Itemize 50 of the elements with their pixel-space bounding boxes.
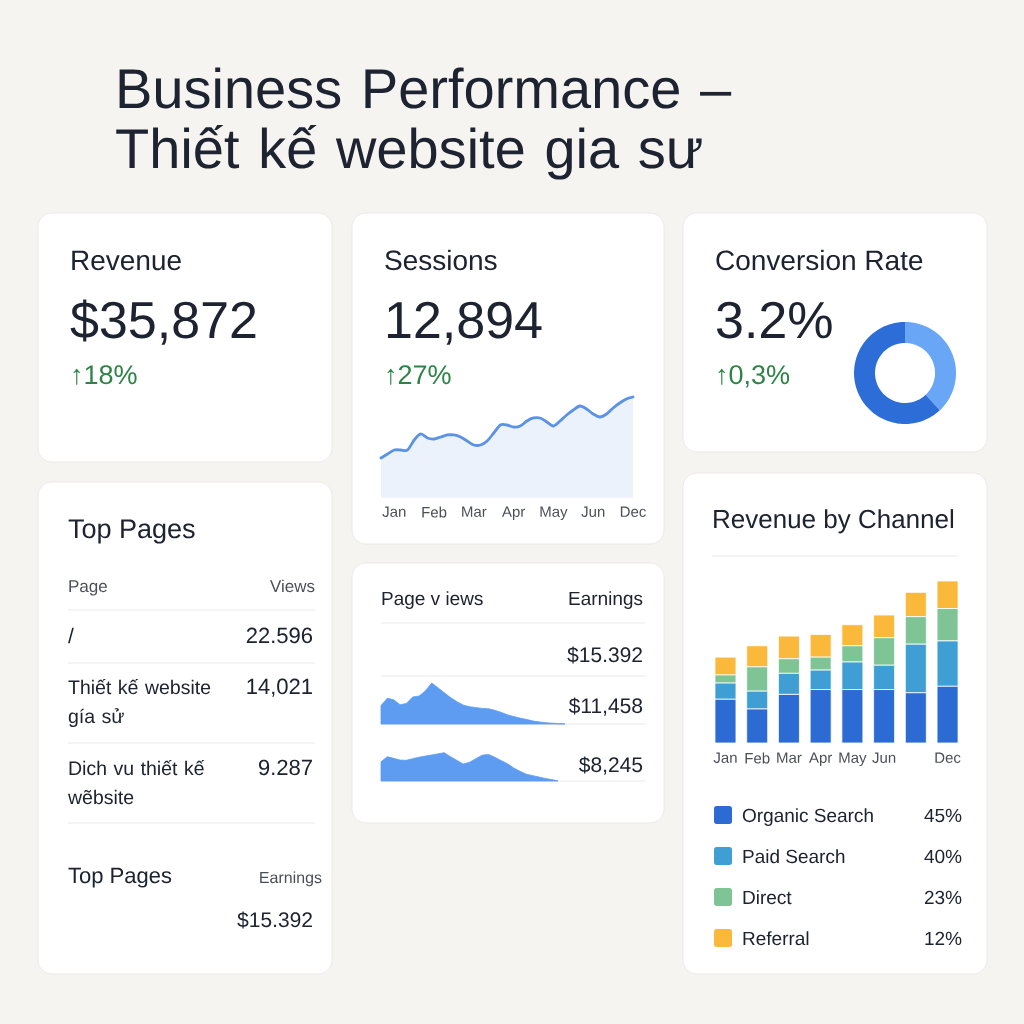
legend-label: Referral [743,931,809,946]
legend-label: Paid Search [743,849,845,864]
text: $35,872 [70,299,256,345]
x-tick-label: Dec [620,506,646,517]
x-tick-label: Dec [935,752,961,763]
text: Business Performance – Thiết kế website gia sư [116,67,732,180]
x-tick-label: Jan [713,752,737,763]
text: Dich vu thiết kế wẽbsite [67,760,205,805]
x-tick-label: Jan [382,506,406,517]
text: 3.2% [716,301,832,339]
text: 12% [925,931,962,946]
text: 45% [924,808,962,823]
text: 12,894 [387,301,542,345]
x-tick-label: Jun [872,752,896,763]
x-tick-label: Mar [777,752,802,763]
text: Page v iews [382,591,483,609]
text: Top Pages [68,867,172,888]
x-tick-label: Apr [502,506,526,520]
x-tick-label: Feb [422,506,447,518]
legend-label: Direct [743,890,792,905]
text: 23% [924,890,962,905]
text: 9.287 [258,759,312,776]
text: $15.392 [567,646,642,664]
text: ↑27% [387,365,451,385]
text: $8,245 [579,756,643,775]
text: 22.596 [246,627,313,644]
x-tick-label: Jun [581,506,605,517]
text: Page [69,580,107,596]
text: ↑18% [73,365,137,385]
x-tick-label: Feb [745,752,770,764]
text: 40% [924,849,962,864]
x-tick-label: May [839,752,867,766]
text: Thiết kế website gía sử [68,679,211,728]
chart-title: Conversion Rate [716,249,923,271]
text: Top Pages [68,519,195,544]
text: Revenue [72,250,181,271]
text: ↑0,3% [718,365,790,388]
chart-title: Sessions [385,249,497,271]
text: / [68,627,74,644]
chart-title: Revenue by Channel [714,509,954,534]
x-tick-label: Mar [462,506,487,517]
text: $11,458 [568,697,643,716]
legend-label: Organic Search [742,808,873,826]
text: Earnings [260,871,322,887]
x-tick-label: Apr [809,752,833,766]
text: $15.392 [237,911,312,929]
text: Views [270,579,315,593]
text: 14,021 [247,678,312,697]
x-tick-label: May [540,506,568,520]
text: Earnings [569,591,643,609]
